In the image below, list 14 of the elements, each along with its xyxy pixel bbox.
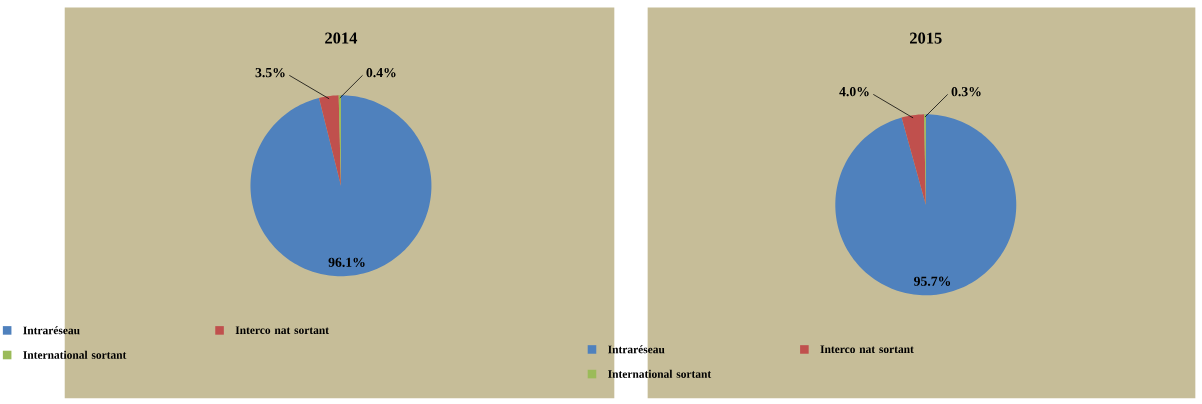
legend-label: International sortant bbox=[23, 350, 127, 359]
legend-label: International sortant bbox=[608, 369, 712, 378]
data-label: 0.4% bbox=[366, 68, 396, 78]
data-label: 95.7% bbox=[913, 276, 951, 286]
chart-title: 2015 bbox=[910, 32, 942, 44]
legend-label: Interco nat sortant bbox=[235, 326, 329, 335]
chart-title: 2014 bbox=[325, 32, 358, 44]
data-label: 96.1% bbox=[328, 257, 365, 268]
legend-label: Intraréseau bbox=[608, 345, 665, 354]
data-label: 3.5% bbox=[255, 68, 285, 78]
legend-label: Intraréseau bbox=[23, 326, 80, 335]
data-label: 4.0% bbox=[839, 87, 869, 97]
data-label: 0.3% bbox=[951, 87, 981, 97]
legend-label: Interco nat sortant bbox=[820, 345, 914, 354]
